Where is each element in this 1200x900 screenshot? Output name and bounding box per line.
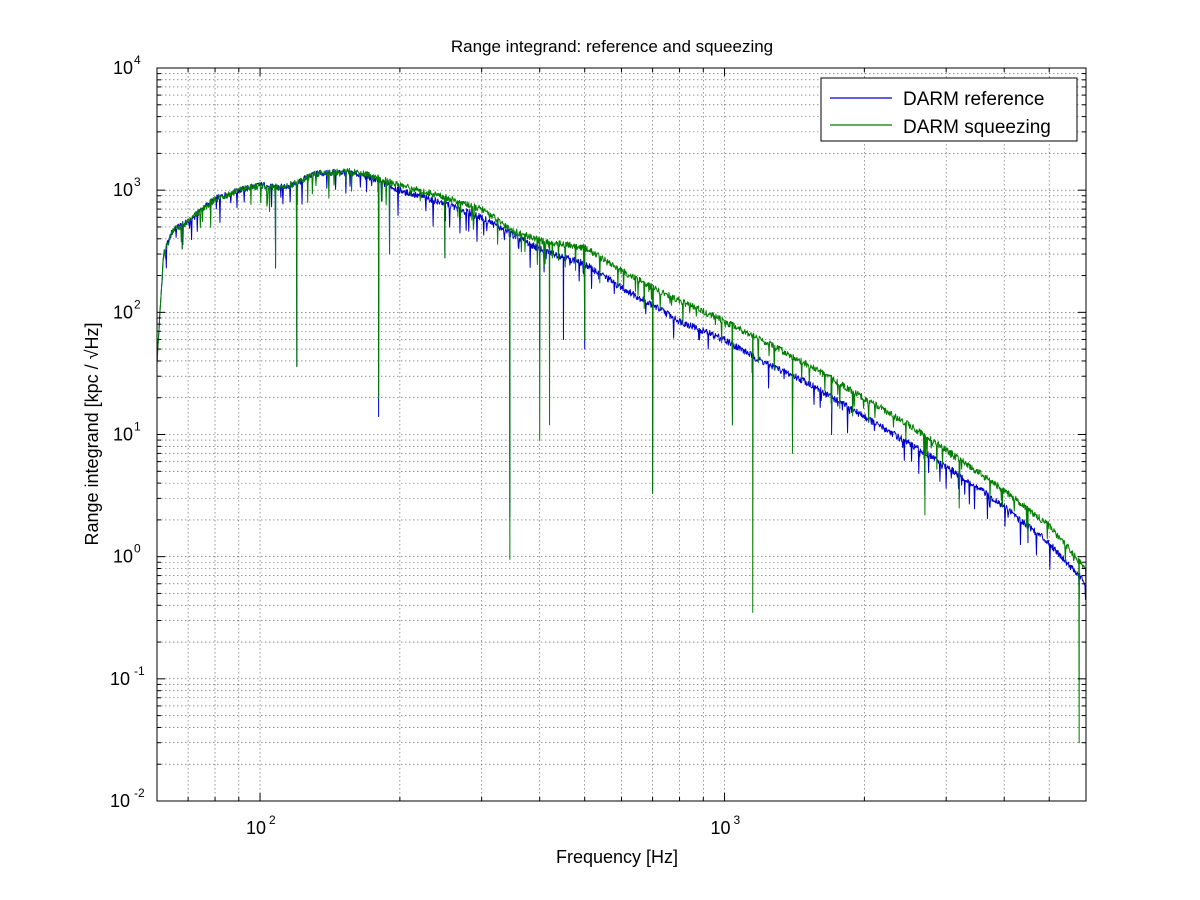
series-line-darm-reference bbox=[156, 168, 1087, 600]
series-line-darm-squeezing bbox=[156, 167, 1087, 744]
x-tick-label-exponent: 3 bbox=[734, 813, 741, 827]
y-tick-label-exponent: -1 bbox=[134, 664, 145, 678]
x-tick-label: 10 bbox=[711, 818, 731, 838]
y-tick-label-exponent: -2 bbox=[134, 786, 145, 800]
y-axis-label: Range integrand [kpc / √Hz] bbox=[82, 323, 102, 546]
y-tick-label: 10 bbox=[113, 425, 133, 445]
y-tick-label-exponent: 4 bbox=[134, 53, 141, 67]
y-tick-label: 10 bbox=[113, 302, 133, 322]
series-layer bbox=[156, 167, 1087, 744]
y-tick-label: 10 bbox=[110, 791, 130, 811]
y-tick-label-exponent: 0 bbox=[134, 542, 141, 556]
legend-box bbox=[820, 77, 1078, 142]
y-tick-label: 10 bbox=[113, 58, 133, 78]
legend-label-squeezing: DARM squeezing bbox=[903, 117, 1051, 138]
chart-title: Range integrand: reference and squeezing bbox=[451, 37, 773, 56]
y-tick-label: 10 bbox=[113, 547, 133, 567]
legend: DARM reference DARM squeezing bbox=[820, 77, 1078, 142]
x-axis-label: Frequency [Hz] bbox=[556, 847, 678, 867]
y-tick-label: 10 bbox=[113, 180, 133, 200]
y-tick-label-exponent: 2 bbox=[134, 297, 141, 311]
x-tick-label-exponent: 2 bbox=[269, 813, 276, 827]
tick-layer: 10 2 10 310 -210 -110 010 110 210 310 4 bbox=[110, 53, 1087, 838]
y-tick-label-exponent: 3 bbox=[134, 175, 141, 189]
y-tick-label-exponent: 1 bbox=[134, 420, 141, 434]
x-tick-label: 10 bbox=[246, 818, 266, 838]
y-tick-label: 10 bbox=[110, 669, 130, 689]
grid-layer bbox=[156, 68, 1087, 801]
legend-label-reference: DARM reference bbox=[903, 89, 1045, 110]
